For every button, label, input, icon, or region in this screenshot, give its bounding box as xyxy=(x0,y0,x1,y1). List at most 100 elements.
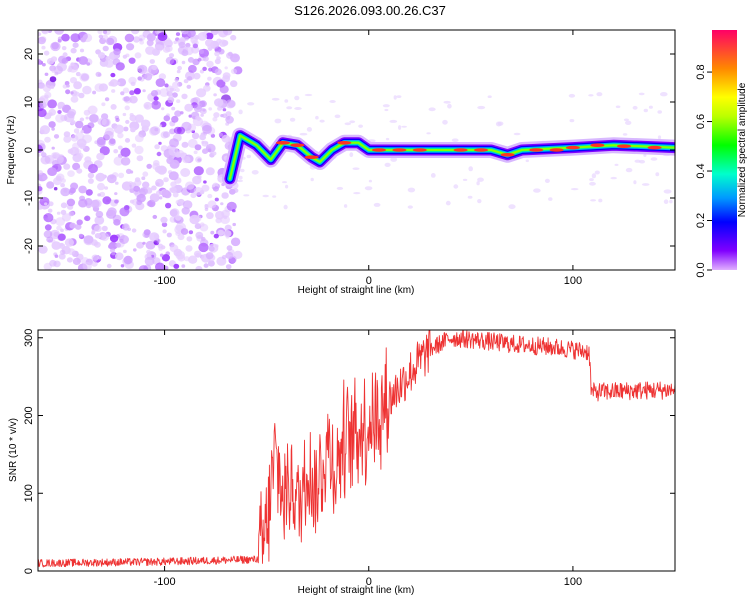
noise-blob xyxy=(43,230,53,239)
noise-blob xyxy=(174,77,179,82)
noise-blob xyxy=(171,115,179,123)
colorbar-tick-label: 0.2 xyxy=(695,213,707,228)
noise-blob xyxy=(230,34,237,41)
spectrogram-ylabel: Frequency (Hz) xyxy=(6,116,17,185)
faint-blob xyxy=(657,110,662,114)
faint-blob xyxy=(282,181,287,184)
noise-blob xyxy=(69,222,76,229)
faint-blob xyxy=(384,108,389,112)
faint-blob xyxy=(284,99,289,103)
noise-blob xyxy=(200,113,204,117)
noise-blob xyxy=(85,189,93,196)
noise-blob xyxy=(174,151,182,158)
snr-line xyxy=(38,330,675,568)
faint-blob xyxy=(548,197,553,201)
noise-blob xyxy=(162,131,171,138)
noise-blob xyxy=(66,198,76,207)
noise-blob xyxy=(76,219,83,226)
y-tick-label: 20 xyxy=(23,48,35,60)
noise-blob xyxy=(212,151,217,156)
faint-blob xyxy=(632,105,638,110)
noise-blob xyxy=(118,172,125,179)
noise-blob xyxy=(94,233,101,239)
noise-blob xyxy=(222,113,228,118)
noise-blob xyxy=(96,137,106,146)
noise-blob xyxy=(115,252,124,261)
noise-blob xyxy=(220,202,224,206)
noise-blob xyxy=(154,44,164,52)
faint-blob xyxy=(306,126,312,132)
noise-blob xyxy=(224,66,228,70)
faint-blob xyxy=(625,167,633,173)
noise-blob xyxy=(117,145,123,150)
noise-blob xyxy=(106,37,115,46)
noise-blob xyxy=(91,260,98,267)
noise-blob xyxy=(164,83,169,88)
faint-blob xyxy=(336,186,344,190)
noise-blob xyxy=(197,158,202,162)
noise-blob xyxy=(140,119,151,129)
noise-blob xyxy=(146,39,154,46)
noise-blob xyxy=(104,97,110,102)
noise-blob xyxy=(134,52,142,59)
faint-blob xyxy=(272,195,277,198)
noise-blob xyxy=(70,77,77,84)
noise-blob xyxy=(175,87,180,93)
noise-blob xyxy=(192,43,199,49)
noise-blob xyxy=(182,155,191,164)
noise-blob xyxy=(198,242,209,253)
noise-blob xyxy=(133,185,141,192)
noise-blob xyxy=(186,30,196,38)
noise-blob xyxy=(75,71,81,77)
faint-blob xyxy=(442,119,448,125)
noise-blob xyxy=(207,193,213,199)
noise-blob xyxy=(78,92,85,99)
noise-blob xyxy=(169,209,178,217)
noise-blob xyxy=(125,53,130,58)
faint-blob xyxy=(451,138,459,142)
noise-blob xyxy=(195,265,203,270)
noise-blob xyxy=(63,189,68,193)
noise-blob xyxy=(51,127,55,131)
noise-blob xyxy=(74,148,82,156)
noise-blob xyxy=(82,85,92,95)
noise-blob xyxy=(115,242,122,248)
noise-blob xyxy=(194,144,202,151)
faint-blob xyxy=(643,108,648,113)
faint-blob xyxy=(639,159,645,164)
noise-blob xyxy=(205,143,216,153)
y-tick-label: 100 xyxy=(23,484,35,502)
noise-blob xyxy=(120,157,131,166)
noise-blob xyxy=(48,121,56,128)
noise-blob xyxy=(156,151,162,157)
noise-blob xyxy=(115,118,120,122)
noise-blob xyxy=(194,223,202,230)
noise-blob xyxy=(188,255,198,264)
noise-blob xyxy=(58,253,66,260)
noise-blob xyxy=(202,124,212,134)
noise-blob xyxy=(125,119,130,124)
noise-blob xyxy=(213,93,217,97)
noise-blob xyxy=(222,75,231,83)
noise-blob xyxy=(108,244,114,249)
noise-blob xyxy=(54,254,59,258)
noise-blob xyxy=(158,141,162,145)
ridge-peak xyxy=(392,148,407,152)
noise-blob xyxy=(199,222,205,227)
noise-blob xyxy=(207,76,212,81)
noise-blob xyxy=(123,126,129,132)
ridge-peak xyxy=(565,145,580,150)
noise-blob xyxy=(151,185,157,191)
noise-blob xyxy=(52,152,60,159)
noise-blob xyxy=(110,104,117,110)
y-tick-label: 0 xyxy=(23,147,35,153)
noise-blob xyxy=(198,49,205,54)
noise-blob xyxy=(221,134,231,143)
noise-blob xyxy=(226,201,237,211)
noise-blob xyxy=(217,229,225,236)
noise-blob xyxy=(120,264,125,268)
faint-blob xyxy=(353,192,361,195)
colorbar-tick-label: 0.6 xyxy=(695,114,707,129)
noise-blob xyxy=(203,263,209,268)
